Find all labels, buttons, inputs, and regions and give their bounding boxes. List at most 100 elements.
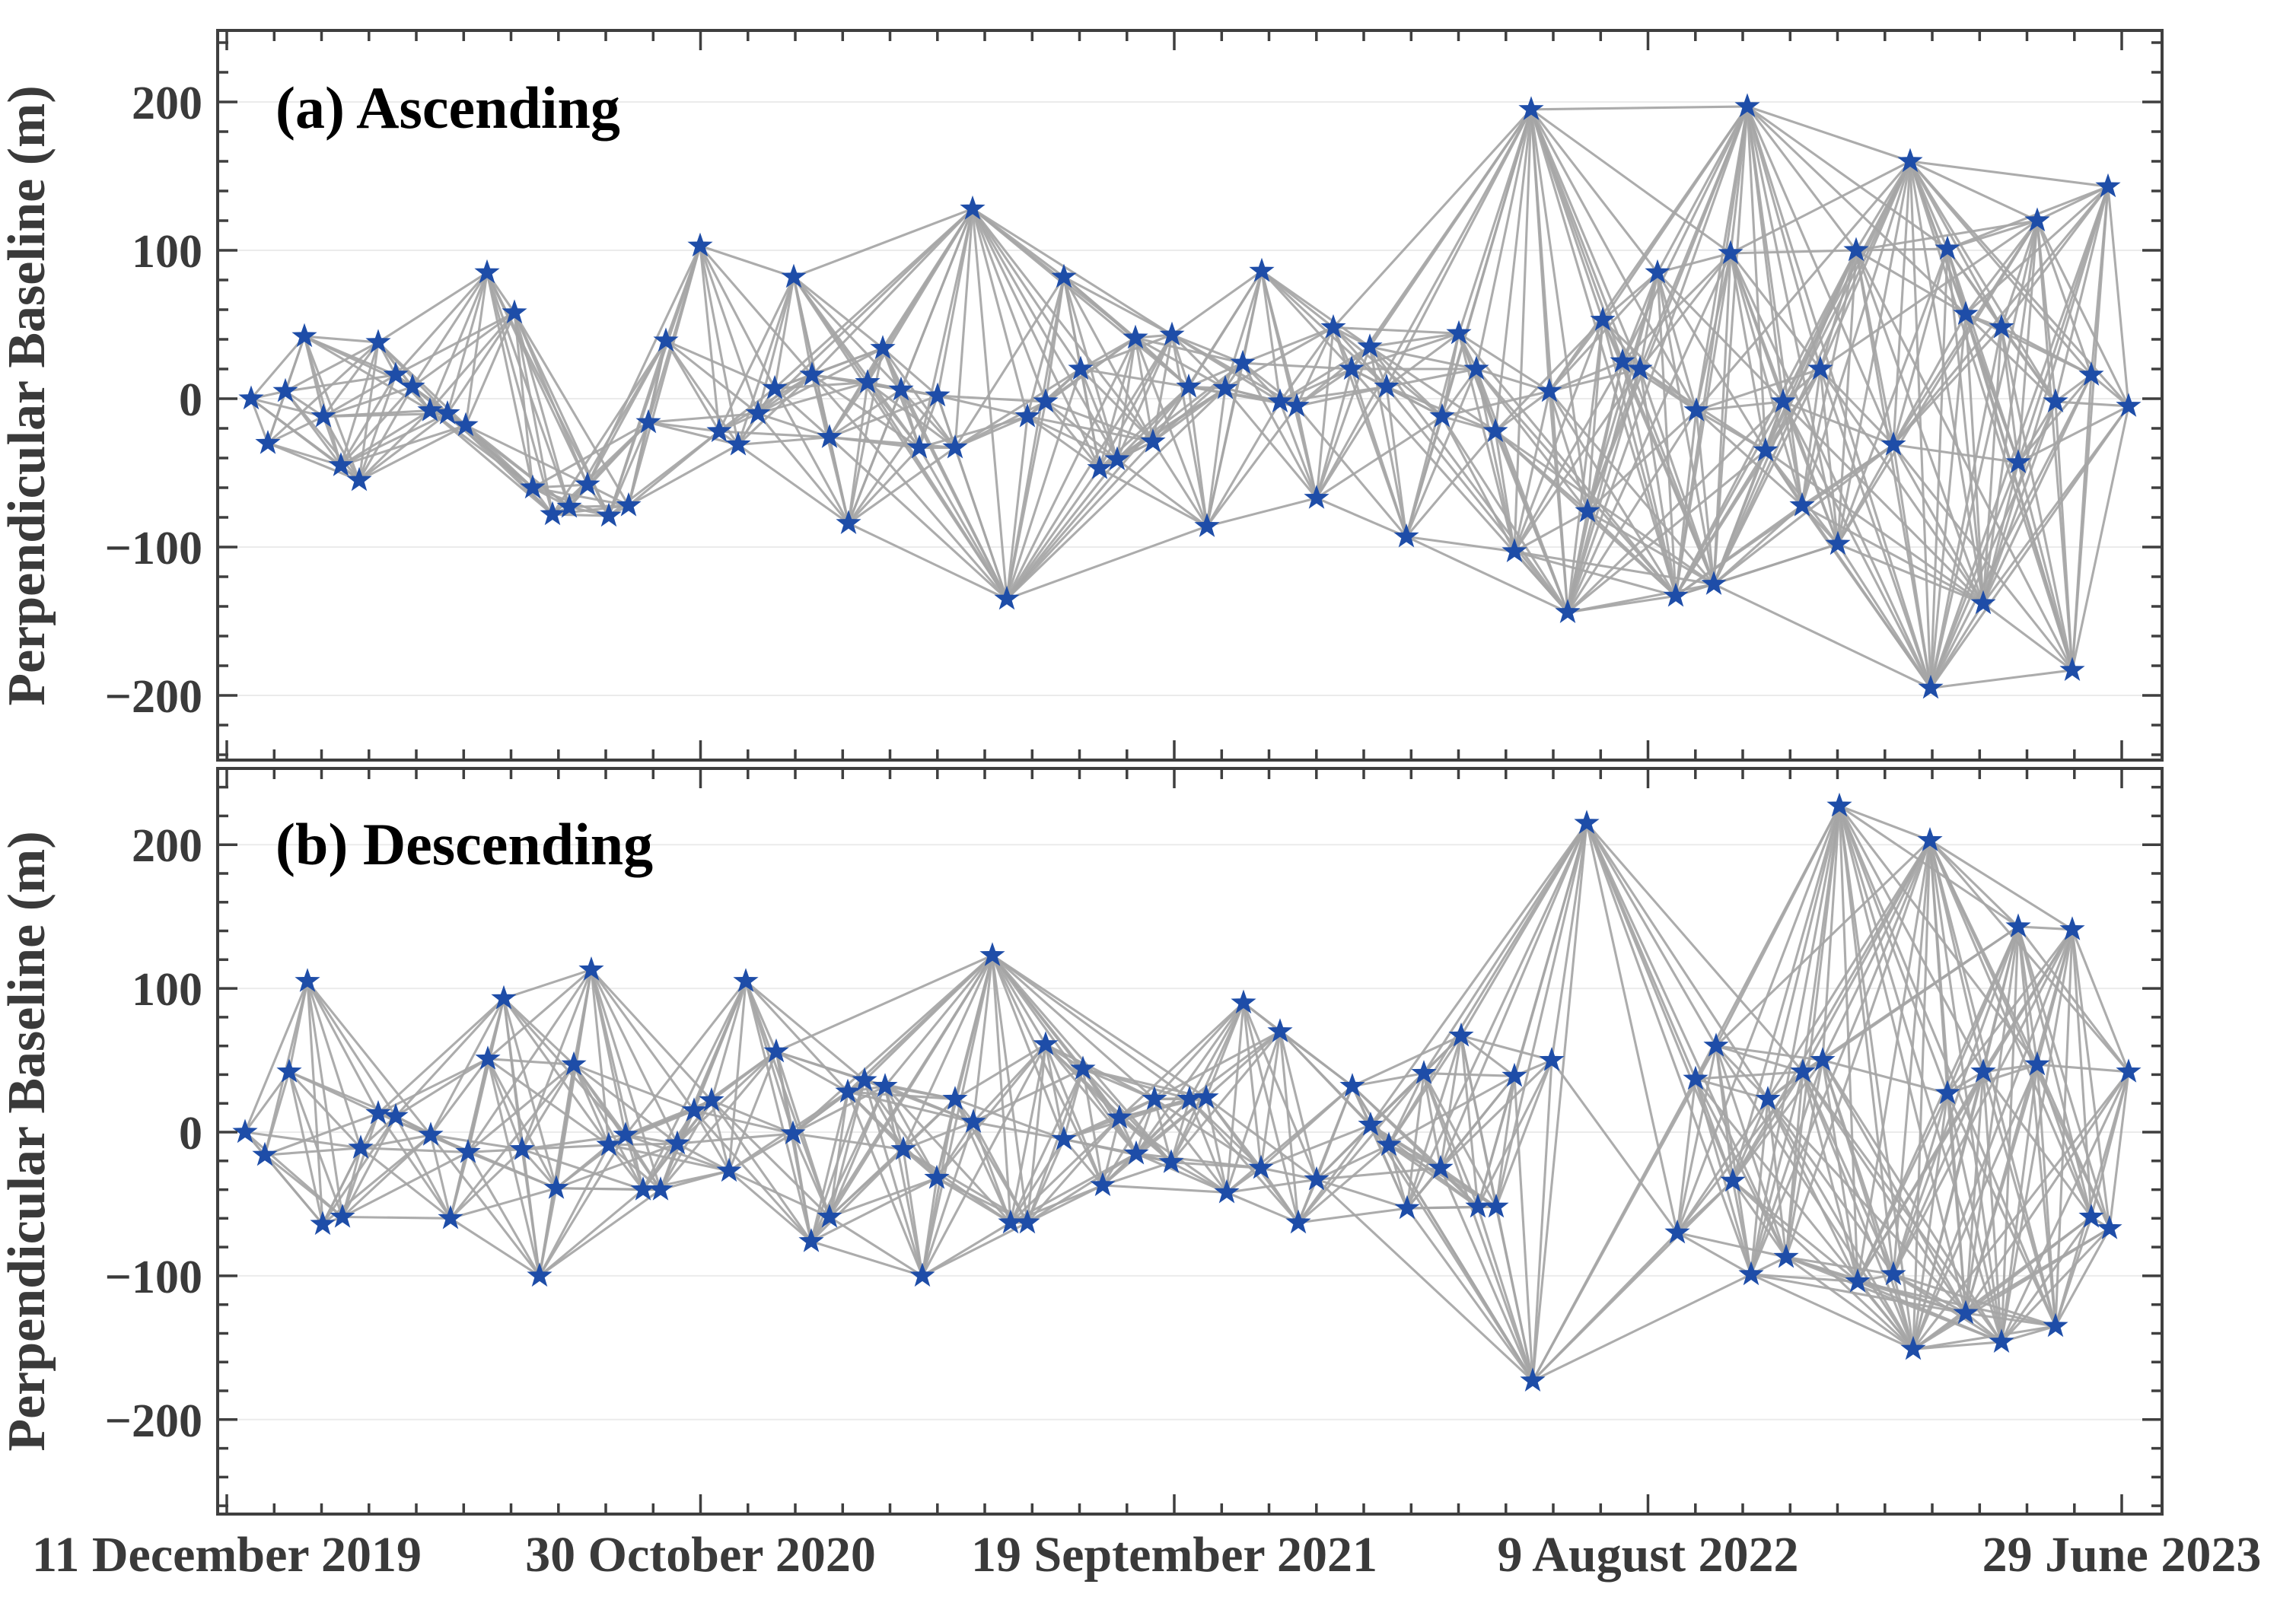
interferogram-edge	[792, 276, 921, 449]
interferogram-edge	[1079, 368, 1101, 469]
interferogram-edge	[1027, 415, 1100, 469]
interferogram-edge	[900, 389, 957, 449]
interferogram-edge	[1695, 253, 1732, 411]
interferogram-edge	[1621, 106, 1749, 362]
interferogram-edge	[2090, 186, 2110, 375]
interferogram-edge	[954, 400, 1046, 449]
y-axis-label-panel-b: Perpendicular Baseline (m)	[0, 831, 56, 1451]
interferogram-edge	[1385, 387, 1408, 537]
interferogram-edge	[1586, 320, 1604, 512]
data-point-star	[1720, 1167, 1746, 1192]
interferogram-edge	[710, 1099, 831, 1218]
interferogram-edge	[358, 412, 448, 482]
interferogram-edge	[464, 272, 489, 426]
data-point-star	[1214, 1179, 1240, 1204]
interferogram-edge	[1621, 272, 1659, 362]
interferogram-edge	[1982, 401, 2057, 604]
interferogram-edge	[1550, 1059, 1679, 1234]
interferogram-edge	[1836, 250, 1858, 545]
interferogram-edge	[1928, 839, 2020, 928]
interferogram-edge	[1260, 271, 1282, 402]
data-point-star	[2059, 657, 2085, 681]
interferogram-edge	[1715, 1045, 1753, 1275]
interferogram-edge	[1530, 109, 1677, 596]
interferogram-edge	[699, 244, 795, 278]
data-point-star	[1070, 1055, 1096, 1080]
interferogram-edge	[513, 312, 630, 507]
interferogram-edge	[464, 425, 554, 516]
interferogram-edge	[699, 245, 814, 376]
interferogram-edge	[1801, 1071, 1859, 1282]
interferogram-edge	[1929, 405, 2130, 689]
interferogram-edge	[971, 208, 1154, 443]
interferogram-edge	[1405, 368, 1478, 537]
data-point-star	[1249, 257, 1275, 282]
data-point-star	[1825, 530, 1851, 555]
interferogram-edge	[1712, 504, 1804, 585]
interferogram-edge	[991, 954, 1173, 1163]
interferogram-edge	[1332, 108, 1533, 329]
interferogram-edge	[2017, 925, 2073, 931]
interferogram-edge	[1513, 822, 1588, 1077]
interferogram-edge	[1279, 1030, 1353, 1087]
y-tick-label: −200	[105, 671, 202, 723]
interferogram-edge	[1946, 248, 1985, 604]
interferogram-edge	[1079, 368, 1119, 460]
interferogram-edge	[1819, 368, 1932, 689]
interferogram-edge	[1188, 1098, 1300, 1224]
interferogram-edge	[757, 374, 813, 415]
data-point-star	[348, 1134, 374, 1159]
interferogram-edge	[829, 394, 938, 439]
interferogram-edge	[1621, 252, 1732, 363]
data-point-star	[1339, 1073, 1365, 1097]
data-point-star	[706, 418, 732, 443]
interferogram-edge	[1750, 1060, 1824, 1275]
interferogram-edge	[773, 208, 974, 390]
interferogram-edge	[340, 412, 448, 467]
interferogram-edge	[572, 1064, 645, 1191]
interferogram-edge	[1116, 458, 1208, 527]
data-point-star	[1465, 1193, 1491, 1218]
interferogram-edge	[1892, 1093, 1949, 1275]
interferogram-edge	[339, 386, 414, 466]
interferogram-edge	[467, 1148, 523, 1153]
interferogram-edge	[1585, 822, 1753, 1275]
interferogram-edge	[1369, 345, 1496, 433]
data-point-star	[474, 259, 500, 284]
interferogram-edge	[513, 312, 571, 507]
interferogram-edge	[1821, 806, 1841, 1061]
interferogram-edge	[710, 1100, 731, 1172]
interferogram-edge	[1912, 1064, 2039, 1350]
interferogram-edge	[1801, 368, 1822, 506]
data-point-star	[1843, 237, 1869, 262]
interferogram-edge	[304, 335, 379, 344]
data-point-star	[817, 1204, 842, 1228]
interferogram-edge	[1838, 806, 1859, 1282]
data-point-star	[1518, 96, 1544, 120]
interferogram-edge	[1750, 1273, 1858, 1284]
interferogram-edge	[660, 1169, 730, 1191]
interferogram-edge	[2000, 326, 2057, 402]
interferogram-edge	[811, 347, 884, 377]
data-point-star	[1463, 355, 1489, 380]
interferogram-edge	[1656, 272, 1677, 596]
interferogram-edge	[1892, 313, 1967, 446]
interferogram-edge	[773, 387, 831, 438]
data-point-star	[699, 1086, 724, 1112]
interferogram-edge	[590, 969, 679, 1144]
interferogram-edge	[2017, 220, 2039, 463]
interferogram-edge	[2017, 926, 2111, 1230]
interferogram-edge	[1729, 106, 1749, 254]
interferogram-edge	[1892, 1274, 1915, 1350]
interferogram-edge	[503, 969, 592, 1000]
data-point-star	[733, 968, 759, 992]
data-point-star	[1753, 437, 1779, 462]
data-point-star	[1935, 1080, 1960, 1105]
interferogram-edge	[2000, 327, 2074, 671]
data-point-star	[1953, 1300, 1979, 1325]
interferogram-edge	[1746, 106, 1895, 446]
interferogram-edge	[1080, 336, 1136, 371]
interferogram-edge	[1369, 345, 1477, 371]
interferogram-edge	[1152, 387, 1226, 443]
data-point-star	[1703, 1032, 1729, 1057]
